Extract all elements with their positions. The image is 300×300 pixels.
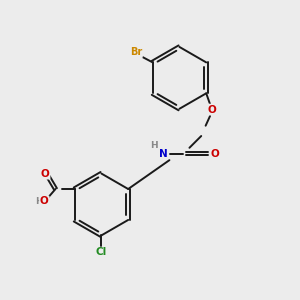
Text: O: O (207, 104, 216, 115)
Text: O: O (41, 169, 50, 179)
Text: Br: Br (130, 47, 142, 57)
Text: H: H (150, 141, 157, 150)
Text: O: O (40, 196, 49, 206)
Text: Cl: Cl (96, 248, 107, 257)
Text: O: O (210, 149, 219, 159)
Text: N: N (159, 149, 167, 159)
Text: H: H (35, 197, 43, 206)
